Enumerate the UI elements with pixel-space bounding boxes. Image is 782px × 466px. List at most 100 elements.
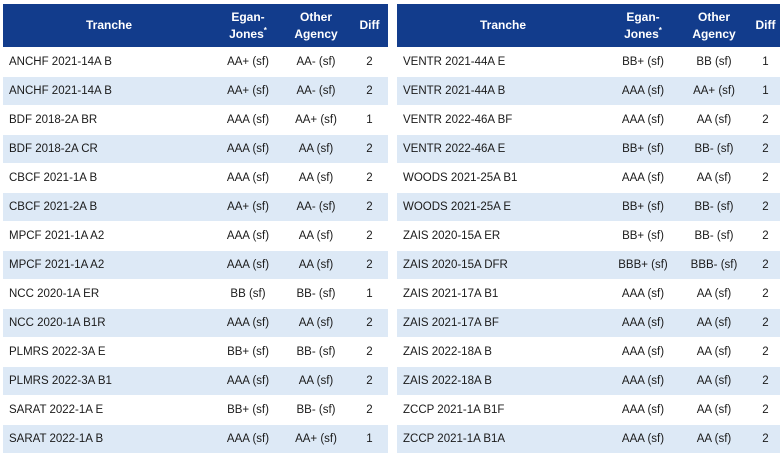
other-agency-rating-cell: AA (sf): [281, 134, 351, 164]
tranche-cell: SARAT 2022-1A E: [3, 395, 215, 425]
tranche-cell: WOODS 2021-25A B1: [397, 163, 609, 193]
other-agency-rating-cell: AA (sf): [677, 424, 751, 453]
other-agency-rating-cell: BB- (sf): [677, 192, 751, 222]
table-row: BDF 2018-2A CR AAA (sf) AA (sf) 2: [3, 134, 388, 164]
ratings-table-right: Tranche Egan- Jones* Other Agency Diff VEN…: [397, 4, 780, 453]
other-agency-rating-cell: BB- (sf): [281, 337, 351, 367]
egan-jones-rating-cell: AA+ (sf): [215, 192, 281, 222]
table-row: BDF 2018-2A BR AAA (sf) AA+ (sf) 1: [3, 105, 388, 135]
diff-cell: 2: [751, 395, 780, 425]
tranche-cell: ZAIS 2021-17A BF: [397, 308, 609, 338]
other-agency-rating-cell: BB- (sf): [677, 134, 751, 164]
table-row: VENTR 2022-46A E BB+ (sf) BB- (sf) 2: [397, 134, 780, 164]
other-agency-rating-cell: AA (sf): [677, 366, 751, 396]
egan-jones-rating-cell: AAA (sf): [609, 395, 677, 425]
other-agency-rating-cell: AA (sf): [677, 308, 751, 338]
other-agency-rating-cell: AA (sf): [677, 163, 751, 193]
diff-cell: 2: [751, 163, 780, 193]
table-row: NCC 2020-1A B1R AAA (sf) AA (sf) 2: [3, 308, 388, 338]
diff-cell: 2: [751, 105, 780, 135]
other-agency-rating-cell: BB- (sf): [281, 395, 351, 425]
diff-cell: 2: [751, 192, 780, 222]
header-egan-jones: Egan- Jones*: [609, 4, 677, 48]
diff-cell: 2: [351, 192, 388, 222]
table-row: ANCHF 2021-14A B AA+ (sf) AA- (sf) 2: [3, 76, 388, 106]
other-agency-rating-cell: AA (sf): [281, 221, 351, 251]
egan-jones-rating-cell: AAA (sf): [609, 105, 677, 135]
footnote-marker: *: [658, 25, 662, 35]
header-other-agency: Other Agency: [281, 4, 351, 48]
table-row: ANCHF 2021-14A B AA+ (sf) AA- (sf) 2: [3, 47, 388, 77]
egan-jones-rating-cell: AAA (sf): [215, 105, 281, 135]
other-agency-rating-cell: AA (sf): [677, 337, 751, 367]
tranche-cell: ZCCP 2021-1A B1A: [397, 424, 609, 453]
diff-cell: 2: [351, 395, 388, 425]
table-row: MPCF 2021-1A A2 AAA (sf) AA (sf) 2: [3, 221, 388, 251]
other-agency-rating-cell: AA- (sf): [281, 47, 351, 77]
diff-cell: 2: [751, 250, 780, 280]
other-agency-rating-cell: AA (sf): [677, 395, 751, 425]
header-diff: Diff: [751, 4, 780, 48]
diff-cell: 2: [351, 250, 388, 280]
other-agency-rating-cell: BB- (sf): [281, 279, 351, 309]
diff-cell: 1: [351, 279, 388, 309]
other-agency-rating-cell: AA+ (sf): [281, 105, 351, 135]
tranche-cell: MPCF 2021-1A A2: [3, 250, 215, 280]
diff-cell: 2: [351, 337, 388, 367]
table-row: ZAIS 2022-18A B AAA (sf) AA (sf) 2: [397, 337, 780, 367]
table-row: PLMRS 2022-3A B1 AAA (sf) AA (sf) 2: [3, 366, 388, 396]
header-tranche: Tranche: [397, 4, 609, 48]
tranche-cell: BDF 2018-2A BR: [3, 105, 215, 135]
other-agency-rating-cell: BBB- (sf): [677, 250, 751, 280]
diff-cell: 2: [751, 424, 780, 453]
table-row: ZCCP 2021-1A B1F AAA (sf) AA (sf) 2: [397, 395, 780, 425]
table-row: PLMRS 2022-3A E BB+ (sf) BB- (sf) 2: [3, 337, 388, 367]
table-row: ZAIS 2020-15A ER BB+ (sf) BB- (sf) 2: [397, 221, 780, 251]
diff-cell: 2: [751, 134, 780, 164]
table-row: VENTR 2022-46A BF AAA (sf) AA (sf) 2: [397, 105, 780, 135]
table-row: CBCF 2021-2A B AA+ (sf) AA- (sf) 2: [3, 192, 388, 222]
diff-cell: 2: [351, 308, 388, 338]
other-agency-rating-cell: AA+ (sf): [677, 76, 751, 106]
header-other-agency: Other Agency: [677, 4, 751, 48]
table-row: ZAIS 2021-17A BF AAA (sf) AA (sf) 2: [397, 308, 780, 338]
diff-cell: 1: [751, 76, 780, 106]
tranche-cell: ZCCP 2021-1A B1F: [397, 395, 609, 425]
egan-jones-rating-cell: AAA (sf): [609, 337, 677, 367]
tranche-cell: MPCF 2021-1A A2: [3, 221, 215, 251]
tranche-cell: CBCF 2021-2A B: [3, 192, 215, 222]
diff-cell: 2: [351, 163, 388, 193]
tranche-cell: PLMRS 2022-3A E: [3, 337, 215, 367]
tranche-cell: PLMRS 2022-3A B1: [3, 366, 215, 396]
other-agency-rating-cell: AA (sf): [281, 366, 351, 396]
table-row: SARAT 2022-1A E BB+ (sf) BB- (sf) 2: [3, 395, 388, 425]
egan-jones-rating-cell: BB+ (sf): [609, 221, 677, 251]
ratings-table-left: Tranche Egan- Jones* Other Agency Diff ANC…: [3, 4, 388, 453]
egan-jones-rating-cell: BB+ (sf): [609, 192, 677, 222]
tranche-cell: NCC 2020-1A B1R: [3, 308, 215, 338]
tranche-cell: CBCF 2021-1A B: [3, 163, 215, 193]
diff-cell: 1: [351, 424, 388, 453]
tranche-cell: VENTR 2021-44A B: [397, 76, 609, 106]
diff-cell: 2: [751, 308, 780, 338]
egan-jones-rating-cell: AAA (sf): [215, 134, 281, 164]
table-row: MPCF 2021-1A A2 AAA (sf) AA (sf) 2: [3, 250, 388, 280]
other-agency-rating-cell: AA- (sf): [281, 76, 351, 106]
diff-cell: 2: [351, 76, 388, 106]
egan-jones-rating-cell: AAA (sf): [215, 308, 281, 338]
diff-cell: 2: [751, 279, 780, 309]
egan-jones-rating-cell: BB+ (sf): [215, 337, 281, 367]
tranche-cell: WOODS 2021-25A E: [397, 192, 609, 222]
other-agency-rating-cell: AA (sf): [281, 308, 351, 338]
egan-jones-rating-cell: AAA (sf): [609, 308, 677, 338]
table-row: WOODS 2021-25A E BB+ (sf) BB- (sf) 2: [397, 192, 780, 222]
table-row: ZAIS 2021-17A B1 AAA (sf) AA (sf) 2: [397, 279, 780, 309]
egan-jones-rating-cell: AAA (sf): [609, 279, 677, 309]
footnote-marker: *: [263, 25, 267, 35]
egan-jones-rating-cell: AAA (sf): [215, 424, 281, 453]
diff-cell: 2: [751, 337, 780, 367]
egan-jones-rating-cell: BBB+ (sf): [609, 250, 677, 280]
table-row: VENTR 2021-44A B AAA (sf) AA+ (sf) 1: [397, 76, 780, 106]
tranche-cell: ANCHF 2021-14A B: [3, 76, 215, 106]
tranche-cell: SARAT 2022-1A B: [3, 424, 215, 453]
